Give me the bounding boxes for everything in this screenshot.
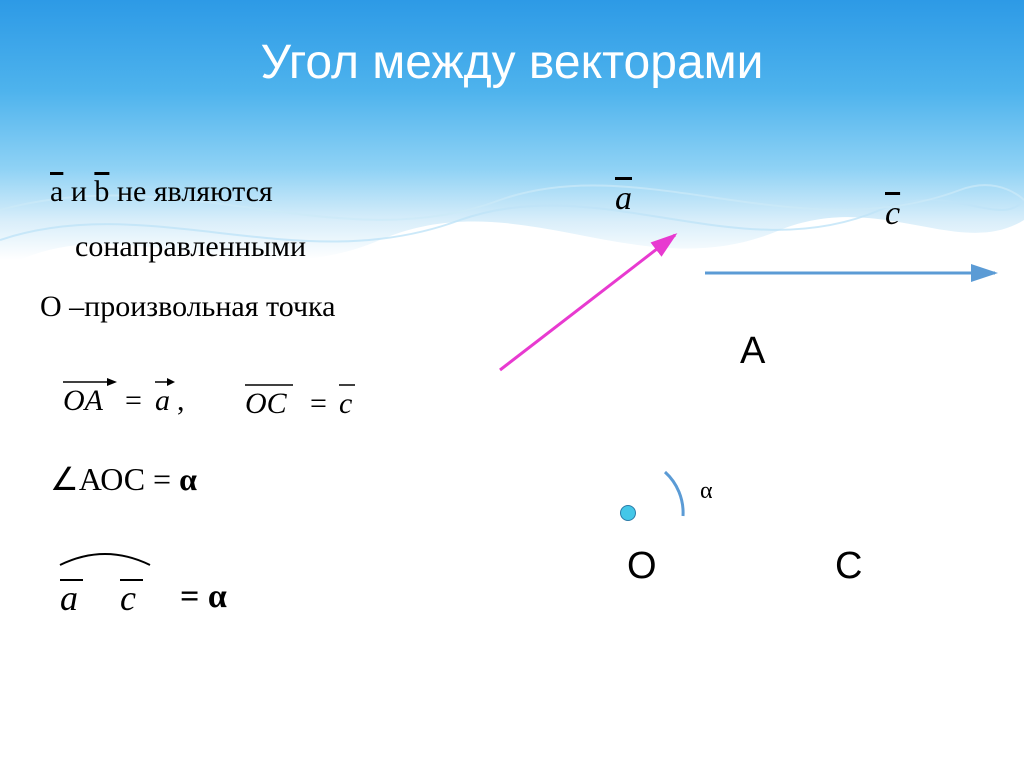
alpha-mark: α — [700, 478, 713, 505]
content-area: a и b не являются сонаправленными О –про… — [0, 0, 1024, 767]
point-c-label: С — [835, 545, 862, 588]
angle-arc — [0, 0, 1024, 767]
point-o-label: О — [627, 545, 657, 588]
